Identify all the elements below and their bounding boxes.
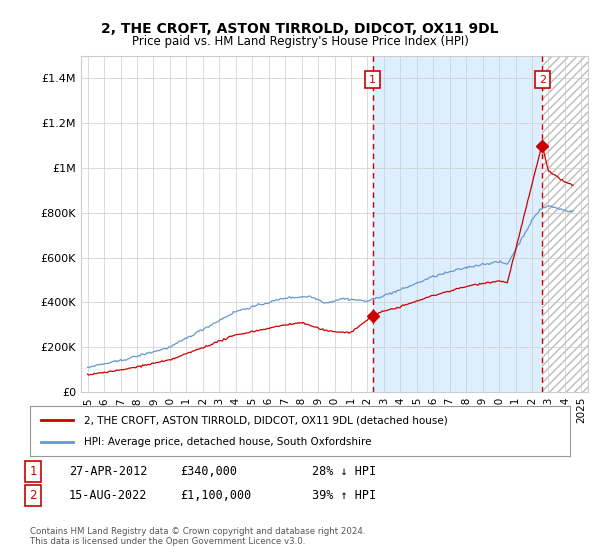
Text: 2, THE CROFT, ASTON TIRROLD, DIDCOT, OX11 9DL (detached house): 2, THE CROFT, ASTON TIRROLD, DIDCOT, OX1… [84, 415, 448, 425]
Text: 15-AUG-2022: 15-AUG-2022 [69, 489, 148, 502]
Bar [542, 56, 588, 392]
Text: £1,100,000: £1,100,000 [180, 489, 251, 502]
Text: 2, THE CROFT, ASTON TIRROLD, DIDCOT, OX11 9DL: 2, THE CROFT, ASTON TIRROLD, DIDCOT, OX1… [101, 22, 499, 36]
Bar [373, 56, 542, 392]
Text: Price paid vs. HM Land Registry's House Price Index (HPI): Price paid vs. HM Land Registry's House … [131, 35, 469, 48]
Text: 1: 1 [29, 465, 37, 478]
Text: HPI: Average price, detached house, South Oxfordshire: HPI: Average price, detached house, Sout… [84, 437, 371, 447]
Text: 39% ↑ HPI: 39% ↑ HPI [312, 489, 376, 502]
Text: 2: 2 [539, 74, 546, 85]
Bar [542, 56, 588, 392]
Text: £340,000: £340,000 [180, 465, 237, 478]
Text: 1: 1 [369, 74, 376, 85]
Text: Contains HM Land Registry data © Crown copyright and database right 2024.
This d: Contains HM Land Registry data © Crown c… [30, 526, 365, 546]
Text: 2: 2 [29, 489, 37, 502]
Text: 28% ↓ HPI: 28% ↓ HPI [312, 465, 376, 478]
Text: 27-APR-2012: 27-APR-2012 [69, 465, 148, 478]
